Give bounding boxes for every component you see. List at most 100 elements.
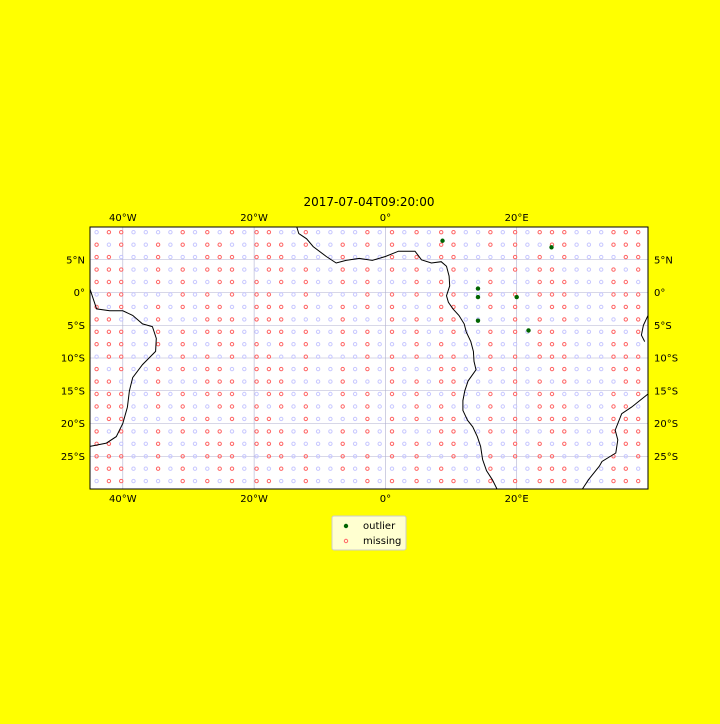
missing-point bbox=[636, 379, 641, 384]
grid-point bbox=[402, 478, 407, 484]
missing-point bbox=[439, 254, 444, 260]
grid-point bbox=[586, 354, 592, 359]
grid-point bbox=[131, 354, 136, 359]
grid-point bbox=[525, 354, 530, 359]
grid-point bbox=[426, 478, 432, 484]
missing-point bbox=[549, 304, 555, 310]
grid-point bbox=[488, 379, 493, 384]
missing-point bbox=[106, 466, 112, 471]
grid-point bbox=[352, 454, 358, 459]
missing-point bbox=[636, 366, 641, 372]
missing-point bbox=[303, 366, 308, 372]
missing-point bbox=[217, 454, 222, 459]
grid-point bbox=[463, 478, 468, 484]
grid-point bbox=[574, 441, 579, 446]
grid-point bbox=[229, 242, 235, 247]
grid-point bbox=[168, 317, 173, 322]
missing-point bbox=[488, 230, 493, 235]
missing-point bbox=[266, 441, 272, 446]
missing-point bbox=[254, 416, 259, 422]
grid-point bbox=[574, 230, 579, 235]
grid-point bbox=[168, 454, 173, 459]
missing-point bbox=[229, 342, 235, 347]
grid-point bbox=[402, 329, 407, 334]
missing-point bbox=[488, 391, 493, 397]
missing-point bbox=[389, 429, 395, 434]
missing-point bbox=[451, 354, 456, 359]
grid-point bbox=[155, 230, 161, 235]
missing-point bbox=[451, 230, 456, 235]
grid-point bbox=[291, 441, 296, 446]
grid-point bbox=[512, 279, 518, 285]
grid-point bbox=[402, 416, 407, 422]
grid-point bbox=[389, 279, 395, 285]
missing-point bbox=[303, 466, 308, 471]
grid-point bbox=[131, 242, 136, 247]
grid-point bbox=[315, 404, 321, 409]
grid-point bbox=[463, 366, 468, 372]
grid-point bbox=[365, 317, 370, 322]
missing-point bbox=[303, 416, 308, 422]
grid-point bbox=[426, 279, 432, 285]
grid-point bbox=[279, 478, 284, 484]
grid-point bbox=[586, 429, 592, 434]
grid-point bbox=[500, 366, 505, 372]
grid-point bbox=[426, 429, 432, 434]
grid-point bbox=[365, 379, 370, 384]
missing-point bbox=[180, 404, 185, 409]
grid-point bbox=[340, 292, 345, 297]
missing-point bbox=[217, 279, 222, 285]
grid-point bbox=[574, 329, 579, 334]
missing-point bbox=[94, 329, 99, 334]
grid-point bbox=[254, 329, 259, 334]
grid-point bbox=[131, 329, 136, 334]
grid-point bbox=[352, 366, 358, 372]
grid-point bbox=[315, 304, 321, 310]
missing-point bbox=[389, 292, 395, 297]
grid-point bbox=[586, 267, 592, 272]
missing-point bbox=[155, 304, 161, 310]
grid-point bbox=[599, 292, 604, 297]
grid-point bbox=[168, 404, 173, 409]
missing-point bbox=[414, 379, 419, 384]
missing-point bbox=[205, 416, 210, 422]
grid-point bbox=[242, 354, 247, 359]
missing-point bbox=[279, 404, 284, 409]
grid-point bbox=[402, 267, 407, 272]
missing-point bbox=[180, 454, 185, 459]
grid-point bbox=[636, 466, 641, 471]
missing-point bbox=[205, 230, 210, 235]
grid-point bbox=[168, 379, 173, 384]
missing-point bbox=[205, 391, 210, 397]
grid-point bbox=[315, 416, 321, 422]
missing-point bbox=[340, 304, 345, 310]
grid-point bbox=[192, 230, 198, 235]
missing-point bbox=[623, 429, 628, 434]
grid-point bbox=[426, 304, 432, 310]
missing-point bbox=[636, 254, 641, 260]
missing-point bbox=[254, 441, 259, 446]
grid-point bbox=[180, 379, 185, 384]
grid-point bbox=[143, 254, 149, 260]
missing-point bbox=[303, 242, 308, 247]
grid-point bbox=[352, 342, 358, 347]
missing-point bbox=[611, 466, 616, 471]
missing-point bbox=[623, 416, 628, 422]
missing-point bbox=[106, 254, 112, 260]
grid-point bbox=[586, 342, 592, 347]
grid-point bbox=[525, 292, 530, 297]
missing-point bbox=[389, 254, 395, 260]
chart-title: 2017-07-04T09:20:00 bbox=[304, 195, 435, 209]
grid-point bbox=[143, 466, 149, 471]
grid-point bbox=[328, 366, 333, 372]
grid-point bbox=[242, 366, 247, 372]
grid-point bbox=[586, 416, 592, 422]
grid-point bbox=[143, 416, 149, 422]
grid-point bbox=[636, 342, 641, 347]
grid-point bbox=[266, 279, 272, 285]
missing-point bbox=[155, 391, 161, 397]
missing-point bbox=[451, 379, 456, 384]
missing-point bbox=[389, 267, 395, 272]
grid-point bbox=[377, 317, 382, 322]
grid-point bbox=[475, 304, 481, 310]
